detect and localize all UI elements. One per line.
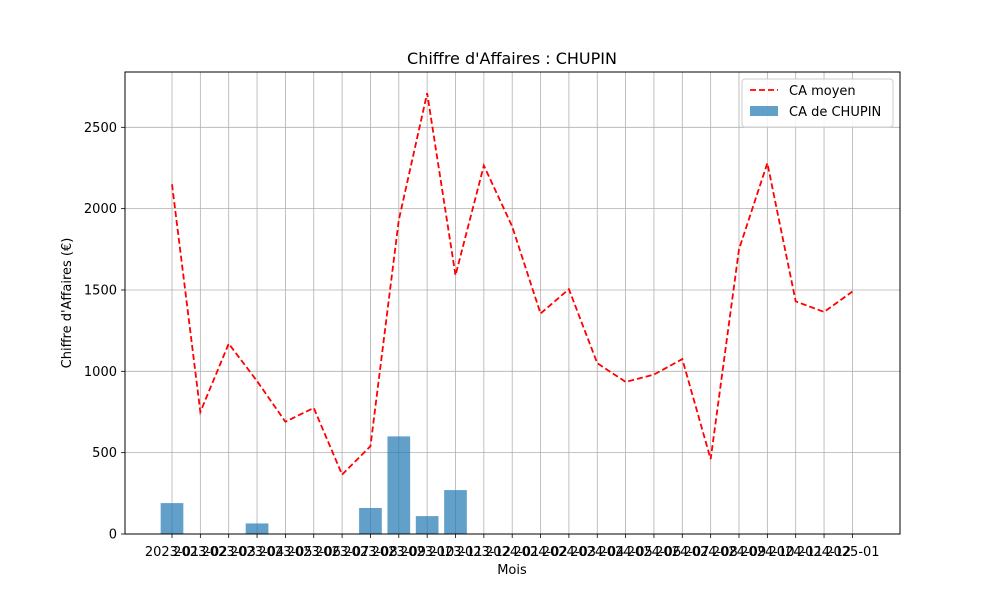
x-tick-label: 2024-01 — [485, 545, 539, 560]
y-axis-label: Chiffre d'Affaires (€) — [60, 238, 75, 369]
y-tick-label: 1000 — [84, 365, 117, 380]
y-tick-label: 1500 — [84, 283, 117, 298]
x-tick-label: 2023-02 — [173, 545, 227, 560]
x-tick-label: 2025-01 — [825, 545, 879, 560]
bar — [245, 523, 269, 534]
x-tick-label: 2024-07 — [655, 545, 709, 560]
axis-ticks: 2023-012023-022023-032023-042023-052023-… — [84, 121, 880, 560]
x-tick-label: 2024-06 — [627, 545, 681, 560]
line-series — [171, 92, 853, 477]
avg-line — [171, 92, 853, 477]
x-tick-label: 2023-04 — [230, 545, 284, 560]
legend-box — [741, 78, 894, 128]
bar-series — [160, 436, 467, 534]
x-tick-label: 2023-06 — [287, 545, 341, 560]
x-tick-label: 2024-12 — [797, 545, 851, 560]
x-tick-label: 2023-05 — [258, 545, 312, 560]
legend-bar-swatch — [750, 106, 778, 116]
bar — [387, 436, 411, 534]
x-tick-label: 2023-12 — [457, 545, 511, 560]
x-tick-label: 2024-03 — [542, 545, 596, 560]
x-tick-label: 2023-11 — [428, 545, 482, 560]
y-tick-label: 500 — [92, 446, 117, 461]
x-tick-label: 2024-09 — [712, 545, 766, 560]
bar — [444, 490, 467, 534]
bar — [160, 503, 184, 534]
x-axis-label: Mois — [497, 563, 527, 578]
y-tick-label: 2500 — [84, 121, 117, 136]
x-tick-label: 2023-03 — [202, 545, 256, 560]
x-tick-label: 2024-10 — [740, 545, 794, 560]
bar — [359, 507, 382, 534]
x-tick-label: 2023-09 — [372, 545, 426, 560]
x-tick-label: 2023-08 — [343, 545, 397, 560]
x-tick-label: 2024-02 — [513, 545, 567, 560]
x-tick-label: 2024-05 — [598, 545, 652, 560]
bar — [415, 516, 439, 534]
legend-label-bar: CA de CHUPIN — [789, 105, 881, 120]
x-tick-label: 2024-08 — [683, 545, 737, 560]
legend: CA moyen CA de CHUPIN — [741, 78, 894, 128]
y-tick-label: 2000 — [84, 202, 117, 217]
legend-label-line: CA moyen — [789, 84, 856, 99]
x-tick-label: 2024-11 — [769, 545, 823, 560]
x-tick-label: 2023-10 — [400, 545, 454, 560]
x-tick-label: 2024-04 — [570, 545, 624, 560]
chart-title: Chiffre d'Affaires : CHUPIN — [407, 49, 617, 68]
x-tick-label: 2023-01 — [145, 545, 199, 560]
x-tick-label: 2023-07 — [315, 545, 369, 560]
y-tick-label: 0 — [109, 528, 117, 543]
